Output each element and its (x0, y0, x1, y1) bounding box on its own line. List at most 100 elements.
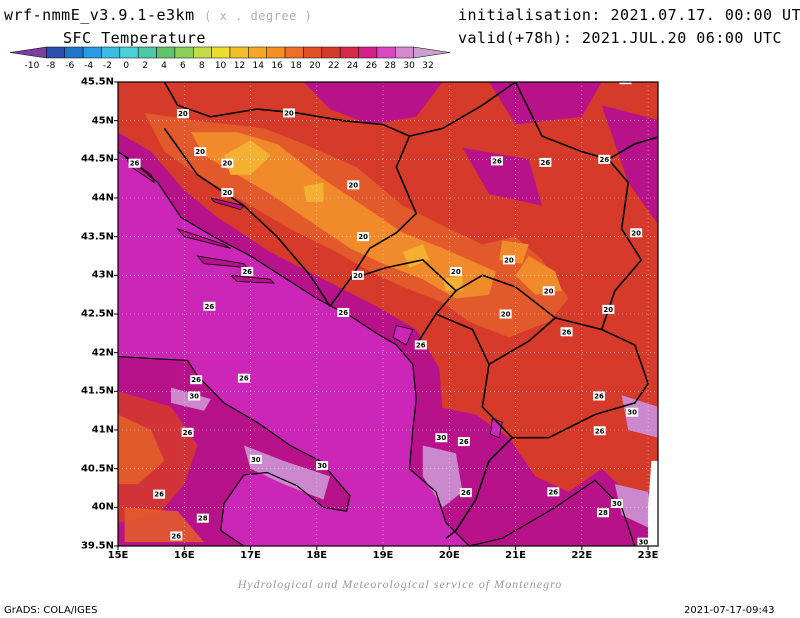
latitude-label: 41N (91, 424, 114, 436)
colorbar-label: 0 (123, 61, 130, 71)
contour-label: 20 (221, 158, 234, 168)
latitude-label: 45N (91, 115, 114, 127)
longitude-label: 20E (438, 550, 460, 561)
svg-text:20: 20 (504, 256, 514, 264)
svg-text:20: 20 (358, 233, 368, 241)
latitude-label: 43.5N (80, 231, 114, 243)
svg-text:20: 20 (348, 181, 358, 189)
longitude-label: 19E (372, 550, 394, 561)
contour-label: 26 (203, 301, 216, 311)
contour-label: 26 (170, 531, 183, 541)
svg-text:20: 20 (603, 306, 613, 314)
model-title: wrf-nmmE_v3.9.1-e3km ( x . degree ) (4, 6, 312, 24)
contour-label: 26 (190, 375, 203, 385)
contour-label: 20 (221, 188, 234, 198)
svg-text:26: 26 (548, 488, 558, 496)
country-border (349, 259, 458, 346)
contour-label: 30 (435, 433, 448, 443)
contour-label: 30 (610, 498, 623, 508)
balkan-coastline (118, 151, 636, 546)
plain-hot-zone (601, 105, 658, 225)
mountain-peak-zone (303, 182, 324, 202)
credit-text: Hydrological and Meteorological service … (237, 577, 563, 591)
colorbar-label: 18 (290, 61, 302, 71)
country-border (435, 274, 557, 366)
svg-text:20: 20 (284, 109, 294, 117)
colorbar-label: 4 (161, 61, 167, 71)
colorbar-label: 26 (365, 61, 378, 71)
svg-text:26: 26 (130, 160, 140, 168)
contour-label: 20 (351, 270, 364, 280)
contour-label: 26 (598, 154, 611, 164)
svg-text:26: 26 (540, 159, 550, 167)
contour-label: 30 (637, 537, 650, 546)
colorbar-segment (413, 46, 451, 59)
svg-text:20: 20 (631, 229, 641, 237)
colorbar-label: -10 (24, 61, 40, 71)
colorbar-label: -8 (46, 61, 56, 71)
svg-text:20: 20 (353, 272, 363, 280)
island (229, 274, 275, 284)
svg-text:26: 26 (154, 491, 164, 499)
latitude-label: 40N (91, 501, 114, 513)
valid-time: valid(+78h): 2021.JUL.20 06:00 UTC (458, 29, 783, 47)
svg-text:26: 26 (492, 157, 502, 165)
init-time: initialisation: 2021.07.17. 00:00 UTC (458, 6, 800, 24)
contour-label: 26 (241, 266, 254, 276)
map-layers: 20 20 20 20 20 26 20 20 26 20 26 26 20 20 20 20 20 26 26 26… (118, 76, 658, 546)
timestamp: 2021-07-17-09:43 (684, 605, 775, 616)
country-border (445, 437, 513, 539)
svg-text:20: 20 (621, 76, 631, 84)
software-credit: GrADS: COLA/IGES (4, 605, 98, 616)
svg-text:28: 28 (198, 515, 208, 523)
variable-title: SFC Temperature (63, 29, 206, 47)
contour-label: 26 (414, 340, 427, 350)
contour-label: 26 (153, 489, 166, 499)
very-hot-zone (621, 395, 658, 438)
mountain-peak-zone (442, 275, 463, 291)
svg-text:30: 30 (317, 462, 327, 470)
contour-label: 20 (630, 228, 643, 238)
svg-text:26: 26 (171, 532, 181, 540)
svg-text:20: 20 (222, 189, 232, 197)
svg-text:20: 20 (544, 287, 554, 295)
colorbar-label: 22 (327, 61, 340, 71)
model-name: wrf-nmmE_v3.9.1-e3km (4, 6, 195, 24)
contour-label: 28 (597, 508, 610, 518)
colorbar-label: 8 (198, 61, 205, 71)
colorbar-label: 12 (233, 61, 246, 71)
svg-text:30: 30 (612, 500, 622, 508)
svg-text:26: 26 (416, 341, 426, 349)
colorbar-label: 6 (179, 61, 186, 71)
contour-label: 26 (457, 437, 470, 447)
country-border (481, 364, 649, 439)
country-border (555, 317, 649, 384)
longitude-label: 21E (505, 550, 526, 561)
longitude-label: 16E (173, 550, 195, 561)
contour-label: 26 (593, 426, 606, 436)
contour-label: 26 (128, 158, 141, 168)
country-border (163, 127, 331, 307)
no-data-area (648, 460, 658, 546)
contour-label: 26 (490, 156, 503, 166)
contour-label: 20 (502, 255, 515, 265)
svg-text:30: 30 (189, 392, 199, 400)
contour-label: 26 (459, 488, 472, 498)
contour-label: 26 (547, 487, 560, 497)
latitude-label: 41.5N (80, 385, 114, 397)
colorbar-label: 2 (142, 61, 149, 71)
very-hot-zone (422, 445, 463, 508)
longitude-label: 17E (240, 550, 261, 561)
contour-label: 20 (347, 180, 360, 190)
svg-text:26: 26 (191, 376, 201, 384)
contour-label: 20 (499, 309, 512, 319)
italy-coastline (118, 355, 351, 546)
calabria-zone (124, 507, 205, 543)
contour-label: 26 (539, 157, 552, 167)
contour-label: 20 (194, 147, 207, 157)
contour-label: 30 (188, 391, 201, 401)
svg-text:26: 26 (599, 156, 609, 164)
contour-label: 20 (449, 266, 462, 276)
plain-hot-zone (462, 147, 542, 206)
